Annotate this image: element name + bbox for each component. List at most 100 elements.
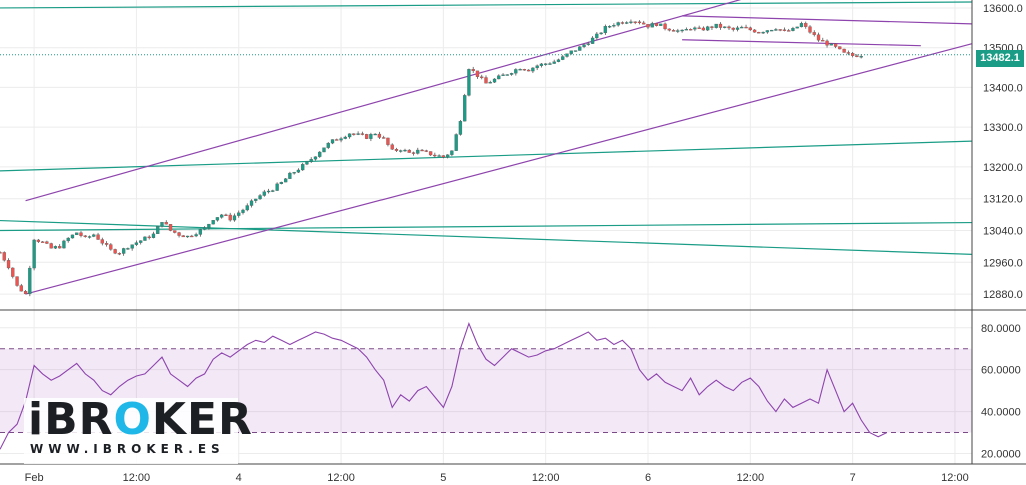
teal-trendline bbox=[0, 140, 973, 172]
candle-body bbox=[207, 223, 211, 228]
logo-wordmark-suffix: KER bbox=[151, 394, 253, 445]
candle-body bbox=[855, 55, 859, 58]
candle-body bbox=[2, 252, 6, 261]
candle-body bbox=[322, 147, 326, 153]
candle-body bbox=[126, 248, 130, 250]
candle-body bbox=[87, 236, 92, 238]
candle-body bbox=[467, 69, 471, 96]
rsi-y-tick-label: 40.0000 bbox=[981, 407, 1021, 419]
candle-body bbox=[330, 139, 335, 144]
ibroker-logo: iBROKER WWW.IBROKER.ES bbox=[24, 396, 252, 464]
candle-body bbox=[19, 285, 23, 292]
logo-wordmark-o: O bbox=[113, 394, 152, 445]
candle-body bbox=[676, 30, 680, 32]
candle-body bbox=[735, 27, 740, 30]
candle-body bbox=[121, 248, 126, 254]
candle-body bbox=[147, 236, 151, 239]
candle-body bbox=[283, 178, 288, 183]
candle-body bbox=[237, 212, 241, 216]
candle-body bbox=[403, 149, 407, 152]
candle-body bbox=[313, 156, 318, 160]
candle-body bbox=[821, 40, 825, 42]
logo-wordmark: iBROKER bbox=[28, 396, 253, 444]
candle-body bbox=[846, 52, 851, 54]
candle-body bbox=[360, 133, 365, 135]
candle-body bbox=[164, 222, 168, 225]
candle-body bbox=[75, 232, 79, 236]
price-y-tick-label: 13040.0 bbox=[983, 226, 1023, 238]
candle-body bbox=[484, 77, 488, 84]
candle-body bbox=[548, 63, 552, 65]
candle-body bbox=[488, 82, 492, 84]
candle-body bbox=[740, 26, 744, 29]
candle-body bbox=[373, 133, 377, 136]
candle-body bbox=[70, 234, 75, 239]
candle-body bbox=[454, 134, 458, 151]
candle-body bbox=[36, 239, 41, 242]
candle-body bbox=[633, 21, 637, 23]
candle-body bbox=[680, 29, 684, 32]
candle-body bbox=[816, 34, 821, 41]
candle-body bbox=[254, 198, 258, 201]
purple-channel-line bbox=[682, 15, 973, 25]
candle-body bbox=[769, 29, 774, 32]
rsi-line bbox=[0, 322, 887, 450]
teal-trendline bbox=[0, 221, 973, 232]
candle-body bbox=[420, 149, 424, 152]
candle-body bbox=[471, 69, 475, 72]
candle-body bbox=[620, 22, 625, 24]
rsi-y-tick-label: 20.0000 bbox=[981, 449, 1021, 461]
candle-body bbox=[595, 33, 599, 39]
candle-body bbox=[62, 240, 66, 249]
candle-body bbox=[599, 32, 603, 35]
candle-body bbox=[752, 29, 757, 33]
candle-body bbox=[612, 25, 616, 27]
candle-body bbox=[335, 139, 339, 141]
candle-body bbox=[11, 267, 15, 277]
candle-body bbox=[156, 226, 160, 235]
price-y-tick-label: 13200.0 bbox=[983, 162, 1023, 174]
candle-body bbox=[838, 46, 842, 50]
candle-body bbox=[100, 239, 104, 244]
candle-body bbox=[83, 235, 87, 237]
candle-body bbox=[382, 137, 386, 139]
candle-body bbox=[748, 27, 752, 31]
candle-body bbox=[220, 214, 224, 218]
candle-body bbox=[134, 242, 139, 245]
last-price-tag: 13482.1 bbox=[976, 50, 1024, 67]
candle-body bbox=[96, 234, 100, 240]
candle-body bbox=[6, 260, 11, 269]
candle-body bbox=[710, 26, 714, 28]
candle-body bbox=[718, 23, 723, 28]
candle-body bbox=[49, 243, 53, 249]
candle-body bbox=[731, 27, 735, 30]
candle-body bbox=[40, 241, 45, 243]
candle-body bbox=[160, 222, 164, 227]
candle-body bbox=[842, 48, 846, 53]
candle-body bbox=[377, 133, 382, 138]
candle-body bbox=[684, 28, 689, 31]
candle-body bbox=[386, 137, 390, 145]
price-y-tick-label: 13400.0 bbox=[983, 82, 1023, 94]
candle-body bbox=[723, 26, 727, 28]
candle-body bbox=[411, 152, 416, 154]
candle-body bbox=[569, 50, 573, 54]
grid bbox=[0, 0, 972, 464]
candle-body bbox=[428, 151, 433, 156]
candle-body bbox=[514, 69, 518, 74]
candle-body bbox=[539, 63, 544, 66]
x-tick-label: 4 bbox=[236, 472, 242, 484]
x-tick-label: 6 bbox=[645, 472, 651, 484]
candle-body bbox=[224, 214, 228, 217]
candle-body bbox=[744, 26, 748, 29]
x-tick-label: 12:00 bbox=[532, 472, 560, 484]
candle-body bbox=[565, 53, 569, 57]
price-y-tick-label: 12880.0 bbox=[983, 289, 1023, 301]
candle-body bbox=[151, 233, 156, 238]
candle-body bbox=[143, 236, 147, 241]
candle-body bbox=[757, 32, 761, 34]
candle-body bbox=[347, 133, 352, 138]
candle-body bbox=[109, 244, 113, 250]
